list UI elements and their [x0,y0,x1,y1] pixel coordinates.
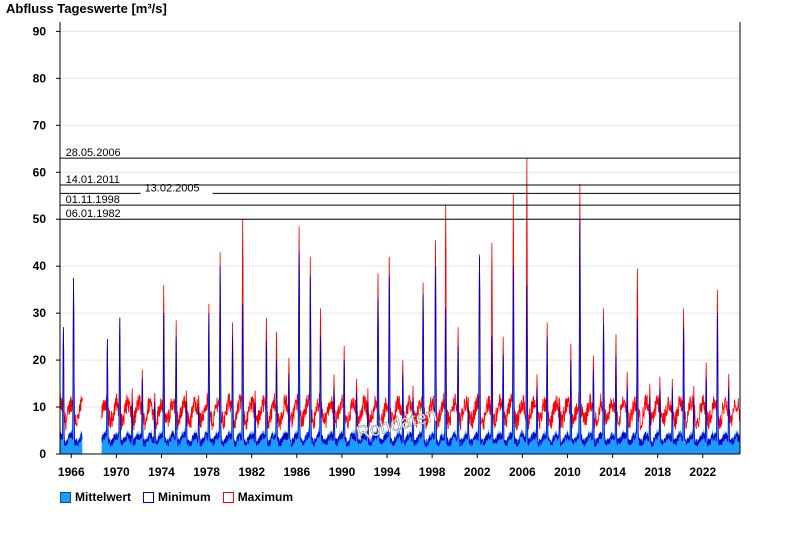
y-tick-label-50: 50 [33,212,47,226]
x-tick-label-1982: 1982 [238,465,265,479]
x-tick-label-1986: 1986 [283,465,310,479]
series-minimum-line [59,219,741,448]
x-tick-label-2014: 2014 [599,465,626,479]
reference-line-label-1: 14.01.2011 [66,174,120,186]
x-tick-label-1998: 1998 [419,465,446,479]
x-tick-label-2002: 2002 [464,465,491,479]
legend-swatch-mittelwert [60,491,71,503]
series-mittelwert-area [60,233,740,454]
legend: Mittelwert Minimum Maximum [60,490,293,504]
legend-item-mittelwert: Mittelwert [60,490,131,504]
y-tick-label-0: 0 [39,447,46,461]
reference-lines: 28.05.2006 14.01.2011 13.02.2005 01.11.1998… [60,147,740,220]
x-tick-label-2006: 2006 [509,465,536,479]
y-tick-label-40: 40 [33,259,47,273]
plot-series [59,158,741,454]
x-tick-labels: 1966 1970 1974 1978 1982 1986 1990 1994 1998 2002… [58,454,716,479]
y-tick-label-10: 10 [33,400,47,414]
reference-line-label-0: 28.05.2006 [66,147,121,159]
x-tick-label-1966: 1966 [58,465,85,479]
legend-item-minimum: Minimum [143,490,211,504]
x-tick-label-1994: 1994 [374,465,401,479]
reference-line-label-3: 01.11.1998 [66,194,120,206]
y-tick-label-60: 60 [33,165,47,179]
legend-item-maximum: Maximum [222,490,293,504]
chart-title: Abfluss Tageswerte [m³/s] [6,1,167,16]
y-tick-label-20: 20 [33,353,47,367]
x-tick-label-1990: 1990 [329,465,356,479]
x-tick-label-2010: 2010 [554,465,581,479]
y-tick-label-80: 80 [33,71,47,85]
legend-swatch-maximum [222,491,234,503]
y-tick-label-70: 70 [33,118,47,132]
x-tick-label-1970: 1970 [103,465,130,479]
reference-line-label-2: 13.02.2005 [145,182,200,194]
reference-line-label-4: 06.01.1982 [66,208,121,220]
x-tick-label-1974: 1974 [148,465,175,479]
x-tick-label-1978: 1978 [193,465,220,479]
axes [59,22,741,455]
x-tick-label-2022: 2022 [689,465,716,479]
x-tick-label-2018: 2018 [644,465,671,479]
y-tick-label-30: 30 [33,306,47,320]
y-tick-labels: 0 10 20 30 40 50 60 70 80 90 [33,24,60,461]
legend-swatch-minimum [143,491,155,503]
y-tick-label-90: 90 [33,24,47,38]
